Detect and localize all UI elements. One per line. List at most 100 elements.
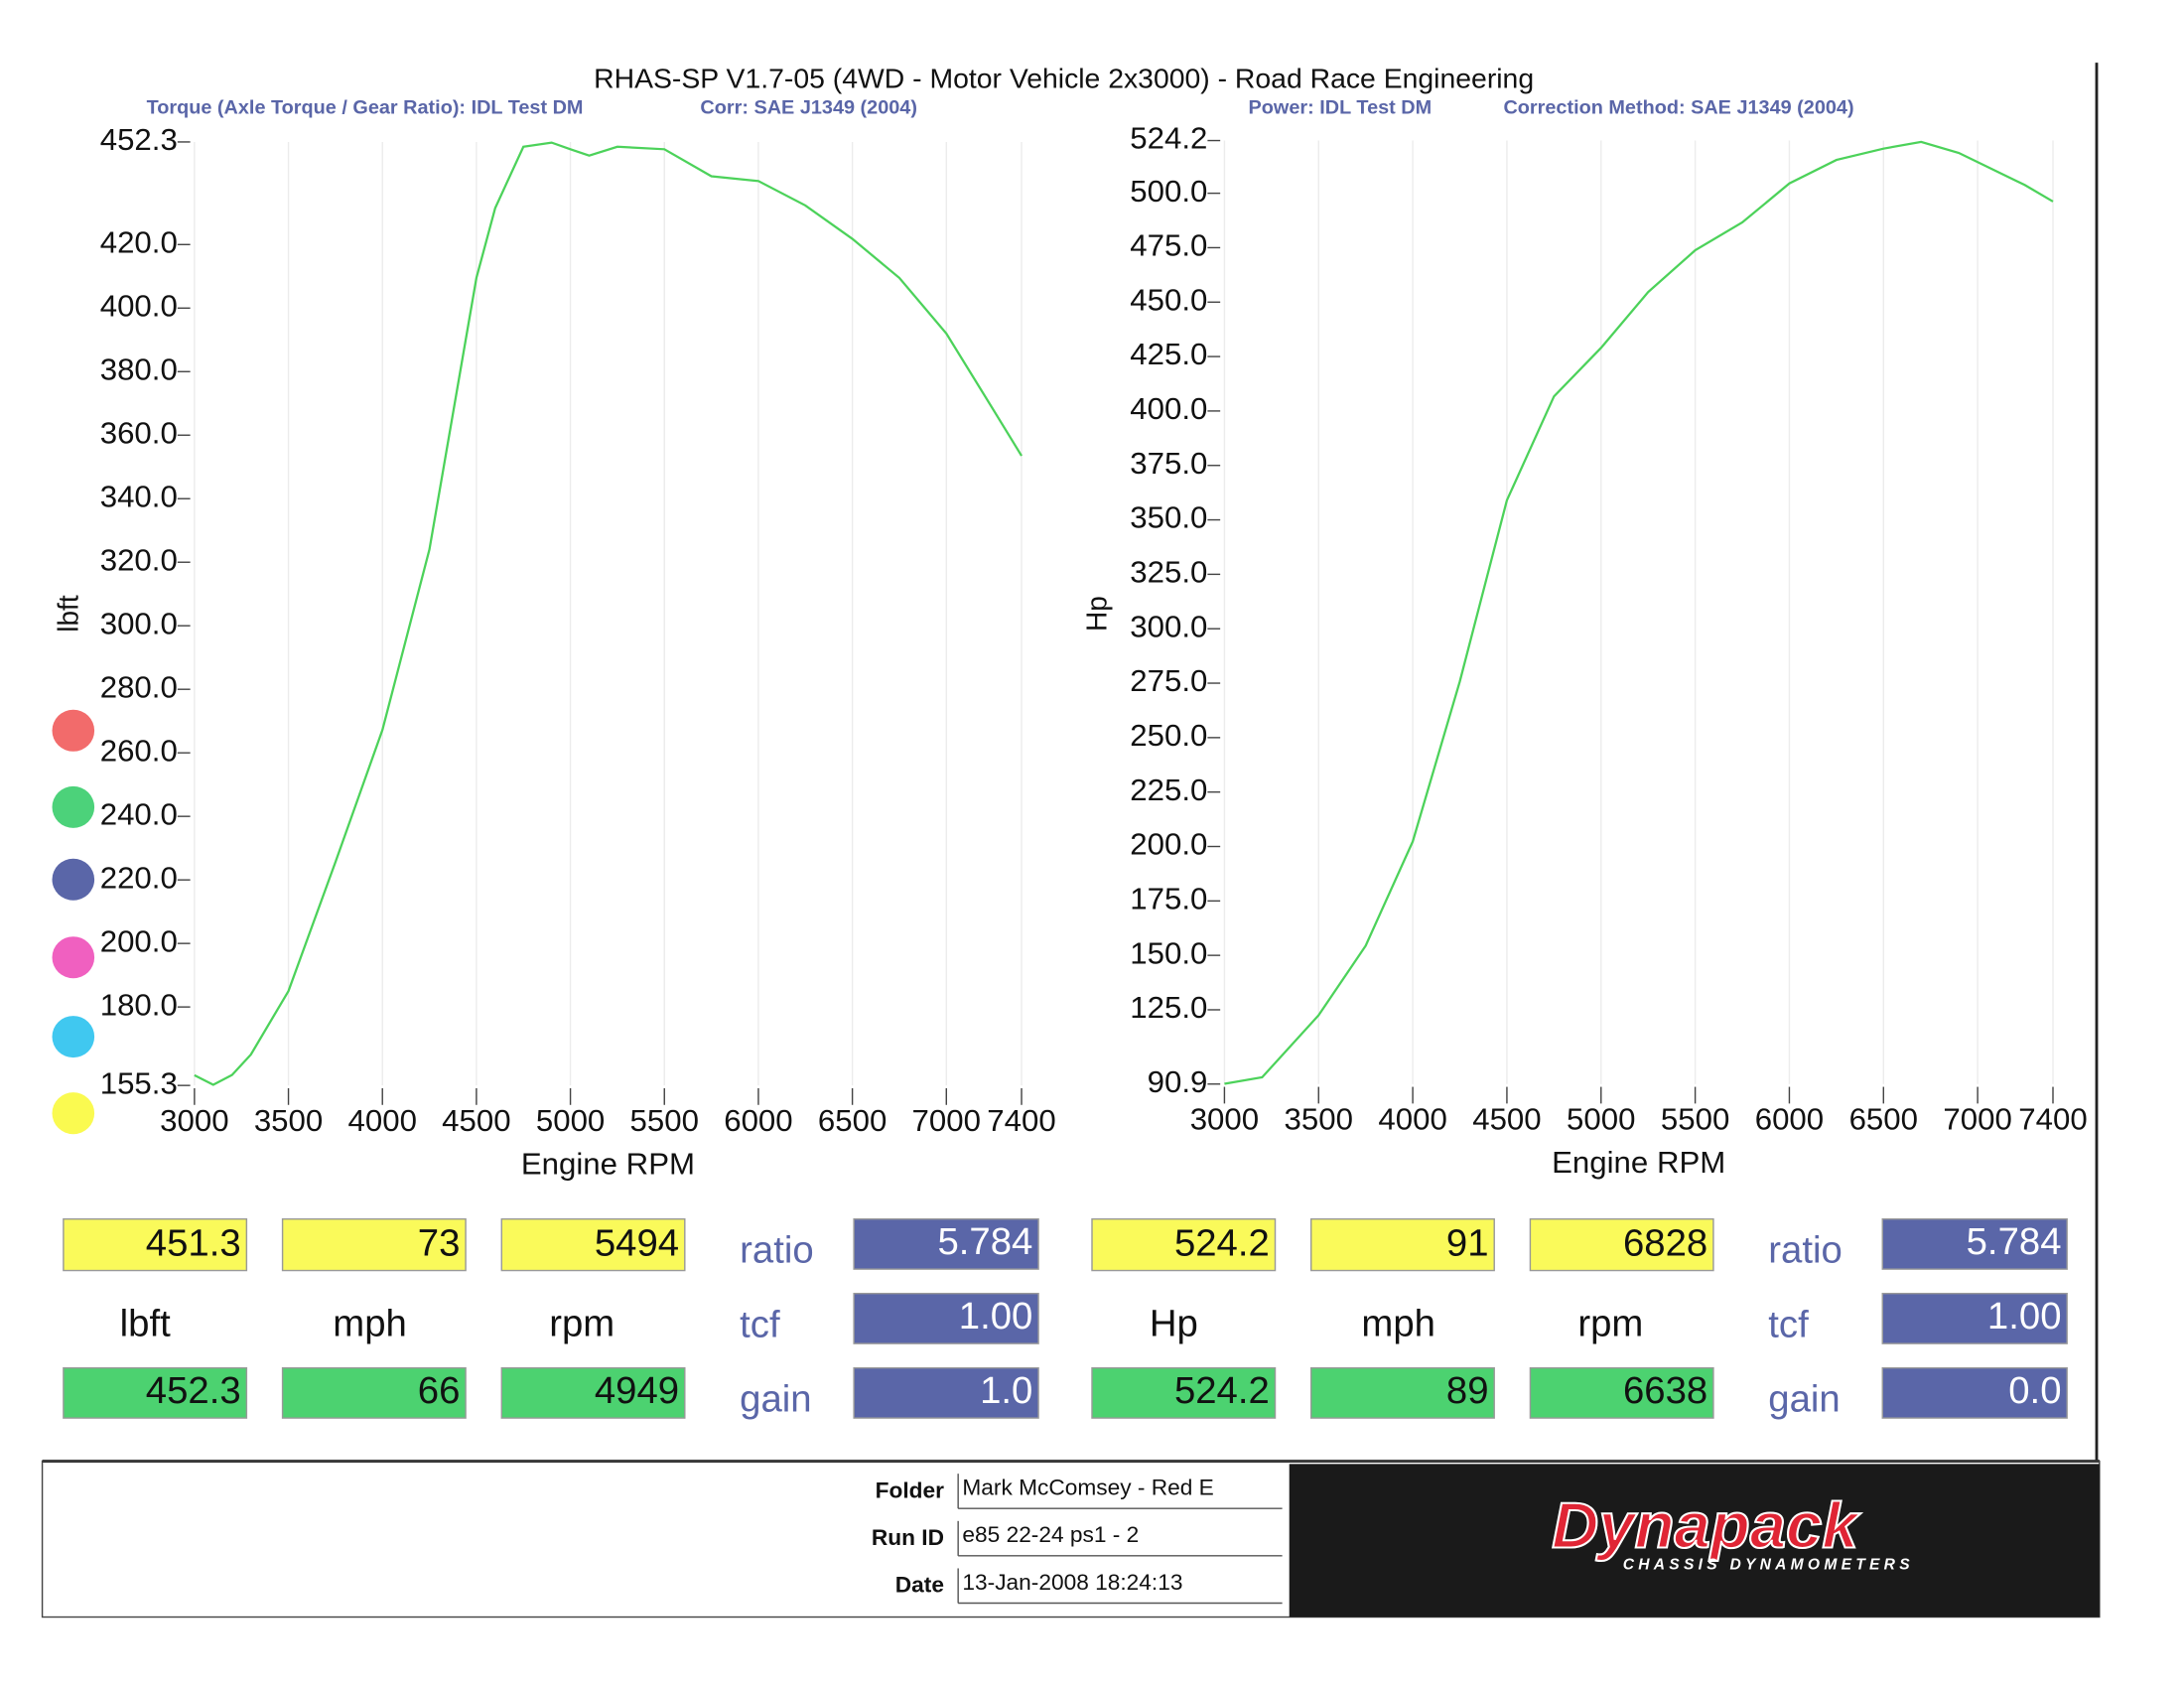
field-value: 13-Jan-2008 18:24:13 (962, 1570, 1182, 1595)
legend-dot (52, 1016, 95, 1058)
y-axis-label: lbft (52, 595, 83, 633)
readout-box (281, 1217, 467, 1272)
readout-box (500, 1366, 686, 1419)
readout-unit: rpm (1577, 1304, 1643, 1345)
y-tick-label: 200.0 (100, 923, 178, 958)
x-tick-label: 7000 (1943, 1102, 2011, 1137)
readout-value: 524.2 (1174, 1223, 1270, 1265)
x-tick-label: 5500 (630, 1103, 699, 1138)
readout-value: 6828 (1623, 1223, 1707, 1265)
legend-dot (52, 709, 95, 752)
main-title: RHAS-SP V1.7-05 (4WD - Motor Vehicle 2x3… (594, 63, 1534, 94)
param-label: ratio (740, 1230, 814, 1272)
readout-box (1091, 1217, 1277, 1272)
param-value: 1.00 (1987, 1296, 2062, 1337)
x-tick-label: 7400 (987, 1103, 1055, 1138)
x-tick-label: 3000 (160, 1103, 228, 1138)
x-axis-label: Engine RPM (1552, 1145, 1725, 1180)
y-tick-label: 225.0 (1130, 773, 1207, 807)
x-tick-label: 4000 (348, 1103, 417, 1138)
x-tick-label: 4000 (1378, 1102, 1446, 1137)
readout-box (1091, 1366, 1277, 1419)
field-label: Folder (876, 1477, 945, 1502)
readout-box (1310, 1217, 1495, 1272)
field-label: Date (895, 1573, 944, 1598)
param-box (1881, 1366, 2068, 1419)
y-tick-label: 220.0 (100, 860, 178, 895)
param-label: gain (740, 1379, 811, 1421)
readout-value: 5494 (595, 1223, 679, 1265)
param-label: tcf (740, 1305, 780, 1346)
readout-box (1529, 1366, 1714, 1419)
x-tick-label: 3500 (1285, 1102, 1353, 1137)
param-value: 5.784 (1967, 1221, 2062, 1263)
param-box (853, 1366, 1039, 1419)
param-value: 5.784 (937, 1221, 1032, 1263)
readout-box (500, 1217, 686, 1272)
y-tick-label: 325.0 (1130, 555, 1207, 590)
logo: Dynapack (1552, 1489, 1860, 1562)
x-tick-label: 6000 (724, 1103, 792, 1138)
readout-value: 6638 (1623, 1370, 1707, 1412)
readout-box (1529, 1217, 1714, 1272)
param-box (1881, 1292, 2068, 1344)
param-label: ratio (1768, 1230, 1843, 1272)
readout-box (281, 1366, 467, 1419)
readout-unit: mph (333, 1304, 407, 1345)
y-tick-label: 450.0 (1130, 283, 1207, 318)
param-box (853, 1292, 1039, 1344)
readout-value: 89 (1446, 1370, 1489, 1412)
y-tick-label: 524.2 (1130, 121, 1207, 156)
field-value: Mark McComsey - Red E (962, 1476, 1213, 1500)
y-tick-label: 425.0 (1130, 337, 1207, 371)
y-tick-label: 380.0 (100, 352, 178, 387)
param-value: 1.0 (980, 1370, 1032, 1412)
y-tick-label: 475.0 (1130, 228, 1207, 263)
x-tick-label: 7400 (2018, 1102, 2087, 1137)
y-tick-label: 400.0 (100, 289, 178, 324)
param-box (853, 1217, 1039, 1270)
param-label: gain (1768, 1379, 1840, 1421)
readout-box (63, 1366, 248, 1419)
x-tick-label: 7000 (912, 1103, 981, 1138)
readout-value: 4949 (595, 1370, 679, 1412)
param-value: 0.0 (2008, 1370, 2061, 1412)
x-tick-label: 3000 (1190, 1102, 1259, 1137)
subtitle: Correction Method: SAE J1349 (2004) (1503, 97, 1853, 119)
x-tick-label: 3500 (254, 1103, 323, 1138)
logo-panel (1289, 1464, 2100, 1618)
readout-box (1310, 1366, 1495, 1419)
legend-dot (52, 936, 95, 979)
readout-value: 452.3 (146, 1370, 241, 1412)
y-tick-label: 150.0 (1130, 935, 1207, 970)
y-tick-label: 500.0 (1130, 174, 1207, 209)
y-tick-label: 400.0 (1130, 391, 1207, 426)
y-tick-label: 350.0 (1130, 500, 1207, 535)
y-tick-label: 280.0 (100, 670, 178, 705)
y-tick-label: 125.0 (1130, 990, 1207, 1025)
subtitle: Torque (Axle Torque / Gear Ratio): IDL T… (147, 97, 584, 119)
readout-value: 91 (1446, 1223, 1489, 1265)
legend-dot (52, 858, 95, 901)
legend-dot (52, 785, 95, 828)
y-tick-label: 300.0 (1130, 610, 1207, 644)
y-tick-label: 320.0 (100, 543, 178, 578)
subtitle: Corr: SAE J1349 (2004) (700, 97, 917, 119)
readout-unit: Hp (1150, 1304, 1198, 1345)
y-tick-label: 155.3 (100, 1065, 178, 1100)
legend-dot (52, 1092, 95, 1135)
y-axis-label: Hp (1080, 596, 1112, 632)
y-tick-label: 300.0 (100, 607, 178, 641)
readout-value: 66 (418, 1370, 461, 1412)
y-tick-label: 420.0 (100, 225, 178, 260)
field-label: Run ID (872, 1525, 944, 1550)
param-box (1881, 1217, 2068, 1270)
param-label: tcf (1768, 1305, 1809, 1346)
y-tick-label: 200.0 (1130, 827, 1207, 862)
x-tick-label: 5000 (1567, 1102, 1635, 1137)
y-tick-label: 90.9 (1148, 1064, 1208, 1099)
x-axis-label: Engine RPM (521, 1147, 695, 1182)
